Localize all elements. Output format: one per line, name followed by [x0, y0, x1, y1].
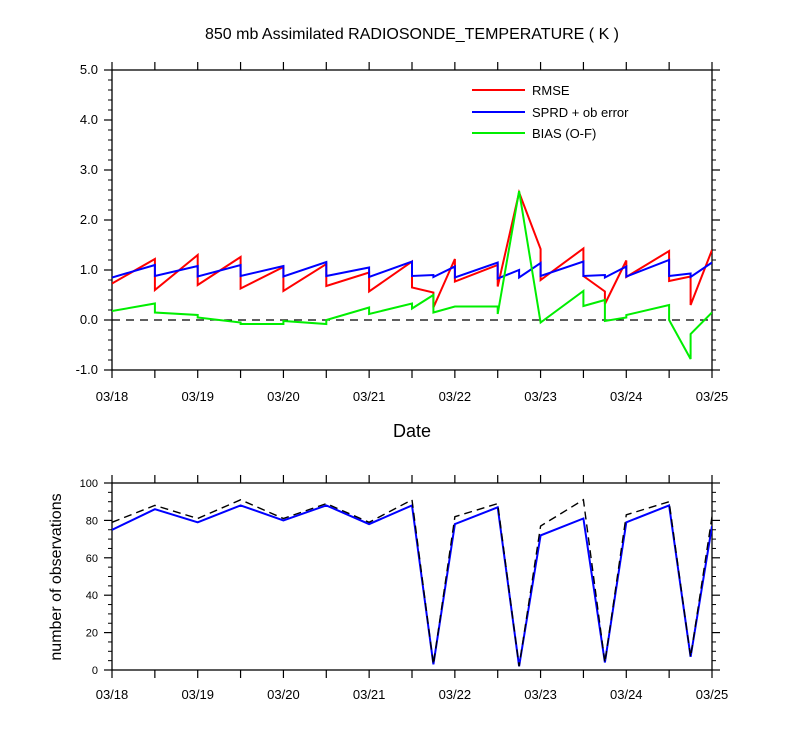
x-tick-label: 03/19 [181, 687, 214, 702]
legend: RMSE SPRD + ob error BIAS (O-F) [472, 83, 629, 141]
y-tick-label: 100 [80, 478, 98, 490]
y-tick-label: -1.0 [76, 362, 98, 377]
series-line-bias-o-f [112, 190, 712, 360]
series-line-used [112, 503, 712, 667]
x-tick-label: 03/20 [267, 687, 300, 702]
x-tick-label: 03/23 [524, 687, 557, 702]
x-tick-label: 03/25 [696, 389, 729, 404]
x-tick-label: 03/24 [610, 687, 643, 702]
y-tick-label: 20 [86, 628, 98, 640]
y-tick-label: 5.0 [80, 62, 98, 77]
y-tick-label: 2.0 [80, 212, 98, 227]
y-tick-label: 80 [86, 515, 98, 527]
x-tick-label: 03/21 [353, 389, 386, 404]
x-tick-label: 03/22 [439, 389, 472, 404]
legend-sprd-label: SPRD + ob error [532, 105, 629, 120]
y-tick-label: 0.0 [80, 312, 98, 327]
x-tick-label: 03/18 [96, 687, 129, 702]
y-axis-label-observations: number of observations [48, 493, 65, 660]
y-tick-label: 3.0 [80, 162, 98, 177]
series-line-possible [112, 498, 712, 667]
y-tick-label: 4.0 [80, 112, 98, 127]
x-tick-label: 03/22 [439, 687, 472, 702]
chart-title: 850 mb Assimilated RADIOSONDE_TEMPERATUR… [205, 26, 619, 43]
x-axis-label: Date [393, 421, 431, 441]
series-line-sprd-ob-error [112, 258, 712, 280]
x-tick-label: 03/21 [353, 687, 386, 702]
legend-bias-label: BIAS (O-F) [532, 126, 596, 141]
y-tick-label: 40 [86, 590, 98, 602]
bottom-panel: 0 20 40 60 80 100 03/18 03/19 03/20 03/21 03/22 03/… [80, 475, 729, 702]
y-tick-label: 60 [86, 553, 98, 565]
y-tick-label: 0 [92, 665, 98, 677]
x-tick-label: 03/24 [610, 389, 643, 404]
legend-rmse-label: RMSE [532, 83, 570, 98]
x-tick-label: 03/18 [96, 389, 129, 404]
top-panel: -1.0 0.0 1.0 2.0 3.0 4.0 5.0 03/18 03/19 03/20 03/… [76, 62, 729, 404]
x-tick-label: 03/20 [267, 389, 300, 404]
x-tick-label: 03/23 [524, 389, 557, 404]
x-tick-label: 03/19 [181, 389, 214, 404]
x-tick-label: 03/25 [696, 687, 729, 702]
series-line-rmse [112, 189, 712, 308]
y-tick-label: 1.0 [80, 262, 98, 277]
